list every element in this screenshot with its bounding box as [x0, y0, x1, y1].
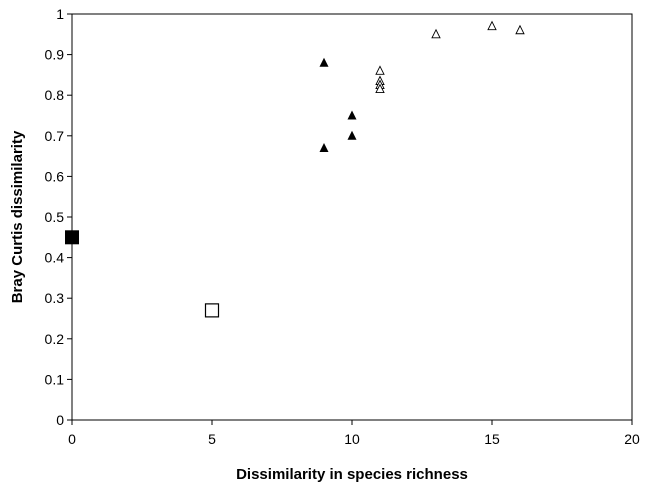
y-tick-label: 0.5: [45, 209, 65, 225]
data-point-filled-triangle: [347, 130, 357, 140]
x-axis-title: Dissimilarity in species richness: [236, 466, 468, 483]
y-tick-label: 0.9: [45, 47, 65, 63]
data-points: [65, 20, 525, 318]
y-tick-label: 0.7: [45, 128, 65, 144]
y-tick-label: 0.3: [45, 290, 65, 306]
y-tick-label: 0.8: [45, 87, 65, 103]
data-point-open-triangle: [515, 24, 525, 35]
x-axis-ticks: 0 5 10 15 20: [68, 420, 640, 447]
data-point-open-triangle: [375, 83, 385, 94]
y-tick-label: 0.1: [45, 371, 65, 387]
data-point-open-triangle: [431, 28, 441, 39]
data-point-open-square: [204, 303, 220, 318]
y-tick-label: 0: [56, 412, 64, 428]
x-tick-label: 15: [484, 431, 500, 447]
y-axis-title: Bray Curtis dissimilarity: [9, 130, 26, 303]
data-point-filled-triangle: [319, 142, 329, 152]
plot-area-border: [71, 13, 633, 421]
y-tick-label: 0.2: [45, 331, 65, 347]
x-tick-label: 0: [68, 431, 76, 447]
x-tick-label: 20: [624, 431, 640, 447]
y-axis-ticks: 0 0.1 0.2 0.3 0.4 0.5 0.6 0.7 0.8 0.9 1: [45, 6, 72, 428]
x-tick-label: 5: [208, 431, 216, 447]
y-tick-label: 0.4: [45, 250, 65, 266]
data-point-open-triangle: [375, 65, 385, 75]
data-point-open-triangle: [487, 20, 497, 31]
data-point-filled-square: [65, 230, 79, 245]
y-tick-label: 1: [56, 6, 64, 22]
data-point-filled-triangle: [347, 110, 357, 120]
x-tick-label: 10: [344, 431, 360, 447]
y-tick-label: 0.6: [45, 168, 65, 184]
data-point-filled-triangle: [319, 57, 329, 67]
